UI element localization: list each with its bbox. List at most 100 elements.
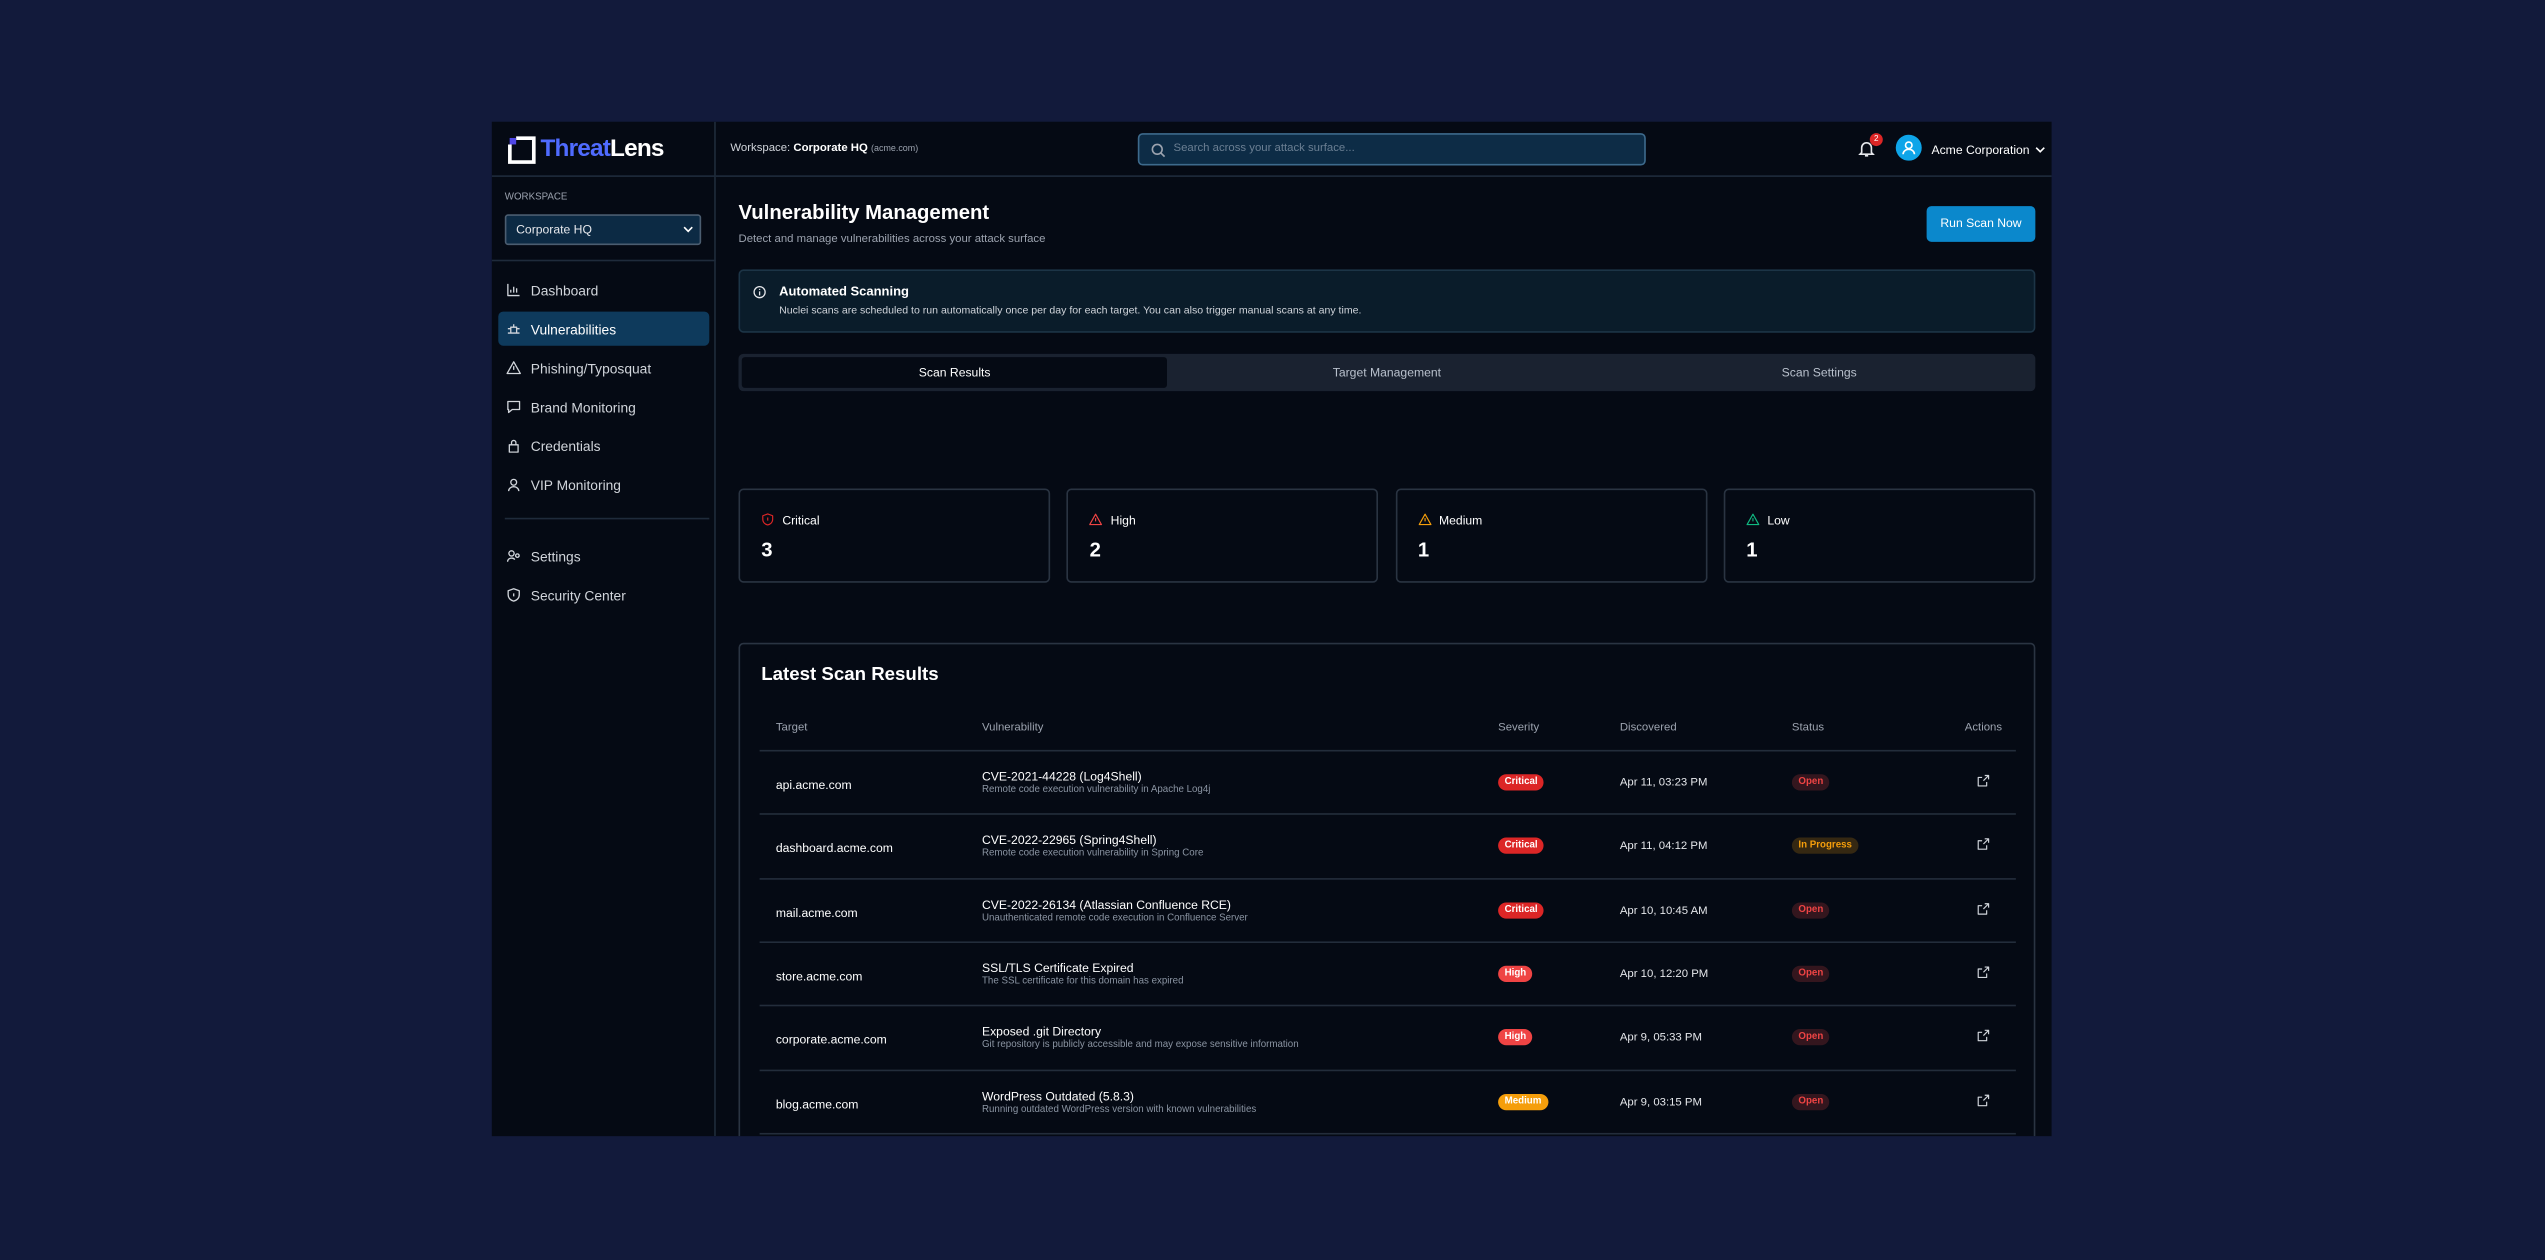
main: Vulnerability Management Detect and mana… [738, 201, 2036, 1137]
icon-svg [1977, 1093, 1990, 1106]
discovered: Apr 9, 03:15 PM [1619, 1096, 1702, 1108]
target: blog.acme.com [775, 1096, 859, 1112]
table-row: corporate.acme.com Exposed .git Directory… [759, 1004, 2016, 1070]
icon [498, 399, 530, 414]
discovered: Apr 11, 04:12 PM [1619, 841, 1708, 853]
column-header: Vulnerability [981, 722, 1044, 734]
icon [498, 477, 530, 492]
open-action[interactable] [1977, 966, 1990, 979]
search-placeholder: Search across your attack surface... [1173, 142, 1355, 155]
tab[interactable]: Scan Results [741, 357, 1168, 388]
nav-item[interactable]: Settings [498, 539, 709, 573]
nav-item[interactable]: Credentials [498, 428, 709, 462]
table-row: dashboard.acme.com CVE-2022-22965 (Spring… [759, 813, 2016, 879]
chevron [2035, 147, 2045, 153]
tab[interactable]: Target Management [1332, 365, 1442, 380]
search-box[interactable]: Search across your attack surface... [1137, 133, 1646, 166]
vulnerability: SSL/TLS Certificate Expired [981, 960, 1134, 976]
nav-label: Dashboard [530, 281, 599, 298]
vulnerability: CVE-2021-44228 (Log4Shell) [981, 769, 1142, 784]
workspace-label: WORKSPACE [504, 193, 568, 203]
vulnerability: Exposed .git Directory [981, 1024, 1102, 1040]
status-badge: Open [1791, 1029, 1830, 1046]
open-action[interactable] [1977, 902, 1990, 915]
table-row: mail.acme.com CVE-2022-26134 (Atlassian C… [759, 877, 2016, 942]
logo-icon [508, 136, 536, 164]
target: dashboard.acme.com [775, 841, 893, 856]
chevron [683, 226, 693, 233]
vulnerability: WordPress Outdated (5.8.3) [981, 1088, 1134, 1103]
severity-badge: Critical [1498, 774, 1545, 791]
tab[interactable]: Scan Settings [1781, 365, 1857, 380]
logo-part: Lens [610, 134, 664, 163]
avatar-icon [1902, 141, 1916, 155]
nav-item[interactable]: Phishing/Typosquat [498, 351, 709, 385]
vulnerability: CVE-2022-26134 (Atlassian Confluence RCE… [981, 896, 1231, 912]
avatar[interactable] [1895, 134, 1922, 161]
discovered: Apr 11, 03:23 PM [1619, 777, 1708, 789]
app-window: ThreatLens WORKSPACE Corporate HQ Dashbo… [491, 121, 2052, 1137]
icon-svg [1417, 513, 1431, 526]
vulnerability-description: Unauthenticated remote code execution in… [981, 913, 1248, 923]
notice-text: Nuclei scans are scheduled to run automa… [779, 305, 1362, 317]
nav-item[interactable]: Security Center [498, 578, 709, 612]
icon-svg [507, 324, 520, 334]
nav-label: Security Center [530, 586, 626, 603]
logo-part: Threat [540, 134, 611, 163]
info-icon [753, 285, 766, 299]
icon-svg [1089, 513, 1103, 526]
severity-badge: High [1498, 1029, 1533, 1046]
nav-item[interactable]: VIP Monitoring [498, 467, 709, 501]
nav-item[interactable]: Vulnerabilities [498, 311, 710, 346]
icon-svg [1977, 838, 1990, 851]
open-action[interactable] [1977, 774, 1990, 787]
top-bar: Workspace: Corporate HQ (acme.com) Searc… [715, 122, 2052, 177]
icon-svg [762, 513, 774, 526]
nav-item[interactable]: Brand Monitoring [498, 390, 709, 424]
severity-card: High 2 [1066, 488, 1379, 583]
icon-svg [1977, 1030, 1990, 1042]
table-row: store.acme.com SSL/TLS Certificate Expire… [759, 941, 2016, 1006]
discovered: Apr 10, 12:20 PM [1619, 968, 1709, 981]
open-action[interactable] [1977, 1029, 1990, 1042]
notification-count: 2 [1869, 133, 1883, 147]
workspace-info: Workspace: Corporate HQ (acme.com) [730, 143, 918, 154]
user-name[interactable]: Acme Corporation [1931, 142, 2030, 158]
icon [498, 549, 530, 564]
workspace-domain: (acme.com) [871, 144, 919, 155]
card-count: 1 [1417, 538, 1430, 562]
sidebar: ThreatLens WORKSPACE Corporate HQ Dashbo… [491, 121, 716, 1137]
open-action[interactable] [1977, 1093, 1990, 1106]
vulnerability: CVE-2022-22965 (Spring4Shell) [981, 833, 1157, 848]
vulnerability-description: The SSL certificate for this domain has … [981, 976, 1184, 987]
column-header: Actions [1964, 722, 2003, 734]
discovered: Apr 10, 10:45 AM [1619, 905, 1708, 917]
run-scan-button[interactable]: Run Scan Now [1926, 206, 2036, 242]
nav-label: Credentials [530, 437, 601, 454]
icon-svg [1746, 513, 1760, 526]
nav-item[interactable]: Dashboard [498, 273, 709, 307]
severity-badge: High [1498, 965, 1533, 982]
open-action[interactable] [1977, 838, 1990, 851]
icon-svg [508, 439, 519, 453]
nav-label: Brand Monitoring [530, 398, 636, 415]
icon [761, 513, 774, 526]
logo-text: ThreatLens [540, 134, 664, 163]
icon [498, 282, 530, 297]
panel-title: Latest Scan Results [761, 665, 939, 685]
card-label: High [1110, 512, 1136, 528]
icon-svg [507, 478, 520, 492]
icon [498, 438, 530, 453]
tabs: Scan Results Target Management Scan Settin… [738, 353, 2036, 392]
icon-svg [507, 283, 520, 297]
bell-icon[interactable] [1858, 140, 1875, 158]
divider [491, 259, 716, 262]
icon [1746, 513, 1760, 526]
card-label: Critical [782, 512, 820, 528]
nav-label: Phishing/Typosquat [530, 359, 652, 376]
select-value: Corporate HQ [516, 222, 592, 237]
icon-svg [507, 588, 520, 602]
workspace-select[interactable]: Corporate HQ [504, 214, 702, 246]
